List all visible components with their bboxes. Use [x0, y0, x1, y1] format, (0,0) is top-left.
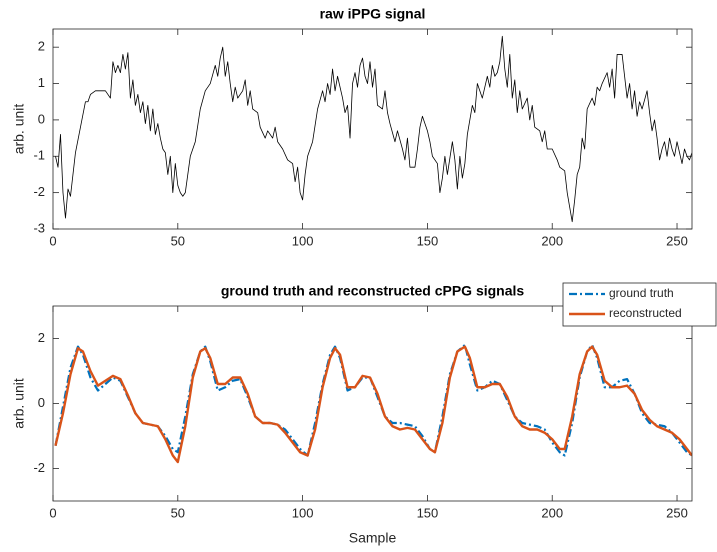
- x-axis-label: Sample: [349, 530, 397, 546]
- y-tick-label: 0: [38, 111, 45, 126]
- y-axis-label: arb. unit: [11, 104, 27, 155]
- x-tick-label: 50: [171, 233, 185, 248]
- y-axis-label: arb. unit: [11, 378, 27, 429]
- x-tick-label: 200: [541, 505, 563, 520]
- y-tick-label: 2: [38, 39, 45, 54]
- axes-box: [52, 28, 693, 230]
- x-tick-label: 150: [417, 505, 439, 520]
- x-tick-label: 100: [292, 505, 314, 520]
- x-tick-label: 250: [666, 233, 688, 248]
- y-tick-label: -1: [33, 148, 45, 163]
- x-tick-label: 250: [666, 505, 688, 520]
- x-tick-label: 0: [49, 233, 56, 248]
- chart-title: ground truth and reconstructed cPPG sign…: [221, 283, 525, 299]
- x-tick-label: 50: [171, 505, 185, 520]
- y-tick-label: 2: [38, 330, 45, 345]
- data-line: [54, 343, 692, 457]
- y-tick-label: 1: [38, 75, 45, 90]
- y-tick-label: -3: [33, 220, 45, 235]
- chart-title: raw iPPG signal: [320, 6, 426, 22]
- y-tick-label: 0: [38, 395, 45, 410]
- legend-label: ground truth: [609, 286, 674, 300]
- data-line: [54, 345, 692, 464]
- legend-box: [562, 282, 717, 327]
- x-tick-label: 0: [49, 505, 56, 520]
- x-tick-label: 150: [417, 233, 439, 248]
- y-tick-label: -2: [33, 184, 45, 199]
- data-line: [55, 35, 692, 223]
- legend-label: reconstructed: [609, 306, 682, 320]
- legend: ground truth reconstructed: [562, 282, 717, 327]
- plot-area: [53, 306, 692, 501]
- x-tick-label: 100: [292, 233, 314, 248]
- x-tick-label: 200: [541, 233, 563, 248]
- plot-area: [53, 29, 692, 229]
- y-tick-label: -2: [33, 460, 45, 475]
